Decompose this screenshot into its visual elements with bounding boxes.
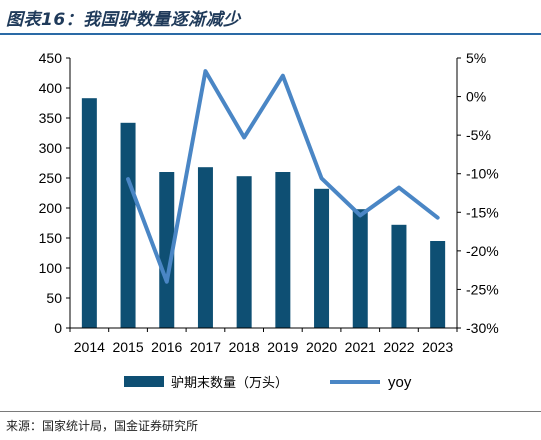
chart-title: 图表16：我国驴数量逐渐减少: [6, 10, 241, 30]
right-tick-label: 5%: [466, 50, 486, 66]
legend: 驴期末数量（万头） yoy: [124, 374, 412, 391]
x-tick-label: 2016: [151, 339, 182, 355]
bar-2018: [236, 176, 252, 328]
bar-2015: [120, 122, 136, 328]
right-tick-label: -20%: [466, 243, 499, 259]
right-tick-label: -5%: [466, 127, 491, 143]
right-tick-label: 0%: [466, 89, 486, 105]
legend-bar-swatch: [124, 376, 164, 387]
bar-2019: [275, 172, 291, 328]
title-bar: 图表16：我国驴数量逐渐减少: [0, 0, 541, 36]
right-tick-label: -15%: [466, 204, 499, 220]
left-tick-label: 350: [39, 110, 63, 126]
x-tick-label: 2015: [112, 339, 143, 355]
x-tick-label: 2014: [74, 339, 105, 355]
left-tick-label: 400: [39, 80, 63, 96]
bar-2022: [391, 224, 407, 328]
left-axis: 0 50 100 150 200 250 300 350 400 450: [39, 50, 71, 336]
bar-2021: [352, 209, 368, 328]
x-tick-label: 2017: [190, 339, 221, 355]
x-tick-label: 2018: [229, 339, 260, 355]
source-note: 来源：国家统计局，国金证券研究所: [6, 419, 199, 433]
legend-line-label: yoy: [388, 374, 412, 391]
left-tick-label: 300: [39, 140, 63, 156]
bar-2016: [159, 172, 175, 328]
left-tick-label: 100: [39, 260, 63, 276]
left-tick-label: 200: [39, 200, 63, 216]
bar-2014: [81, 98, 97, 328]
left-tick-label: 0: [54, 320, 62, 336]
right-axis: -30% -25% -20% -15% -10% -5% 0% 5%: [456, 50, 499, 336]
bar-series: [81, 98, 446, 328]
x-tick-label: 2019: [267, 339, 298, 355]
bar-2020: [314, 188, 330, 328]
right-tick-label: -25%: [466, 281, 499, 297]
x-tick-label: 2020: [306, 339, 337, 355]
left-tick-label: 150: [39, 230, 63, 246]
left-tick-label: 250: [39, 170, 63, 186]
right-tick-label: -30%: [466, 320, 499, 336]
footer-divider: [0, 411, 541, 412]
x-tick-label: 2021: [345, 339, 376, 355]
left-tick-label: 50: [46, 290, 62, 306]
bar-2023: [430, 241, 446, 328]
left-tick-label: 450: [39, 50, 63, 66]
legend-bar-label: 驴期末数量（万头）: [171, 375, 288, 391]
x-tick-label: 2022: [383, 339, 414, 355]
title-divider: [0, 33, 541, 35]
x-axis: 2014 2015 2016 2017 2018 2019 2020 2021 2022 2023: [69, 327, 458, 355]
bar-2017: [197, 167, 213, 328]
chart: 0 50 100 150 200 250 300 350 400 450 -30% -25% -20%…: [39, 50, 499, 391]
right-tick-label: -10%: [466, 166, 499, 182]
x-tick-label: 2023: [422, 339, 453, 355]
line-series: [126, 69, 440, 284]
